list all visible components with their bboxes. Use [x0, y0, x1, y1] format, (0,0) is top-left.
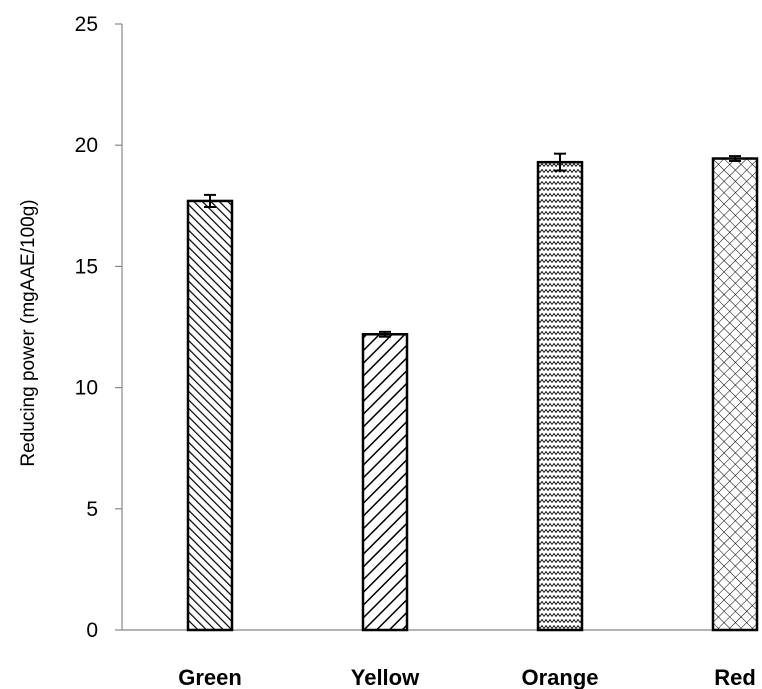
y-tick-label: 0	[86, 619, 98, 642]
y-tick-label: 10	[75, 377, 98, 400]
y-tick-label: 25	[75, 13, 98, 36]
bar	[536, 160, 584, 632]
y-tick-label: 15	[75, 255, 98, 278]
x-category-label: Green	[178, 665, 242, 689]
y-tick-label: 20	[75, 134, 98, 157]
bar	[361, 333, 409, 632]
x-category-label: Orange	[521, 665, 598, 689]
y-axis-title: Reducing power (mgAAE/100g)	[18, 199, 39, 466]
x-category-label: Red	[714, 665, 756, 689]
x-category-label: Yellow	[351, 665, 420, 689]
y-tick-label: 5	[86, 498, 98, 521]
bar	[711, 157, 759, 632]
bar	[186, 199, 234, 632]
